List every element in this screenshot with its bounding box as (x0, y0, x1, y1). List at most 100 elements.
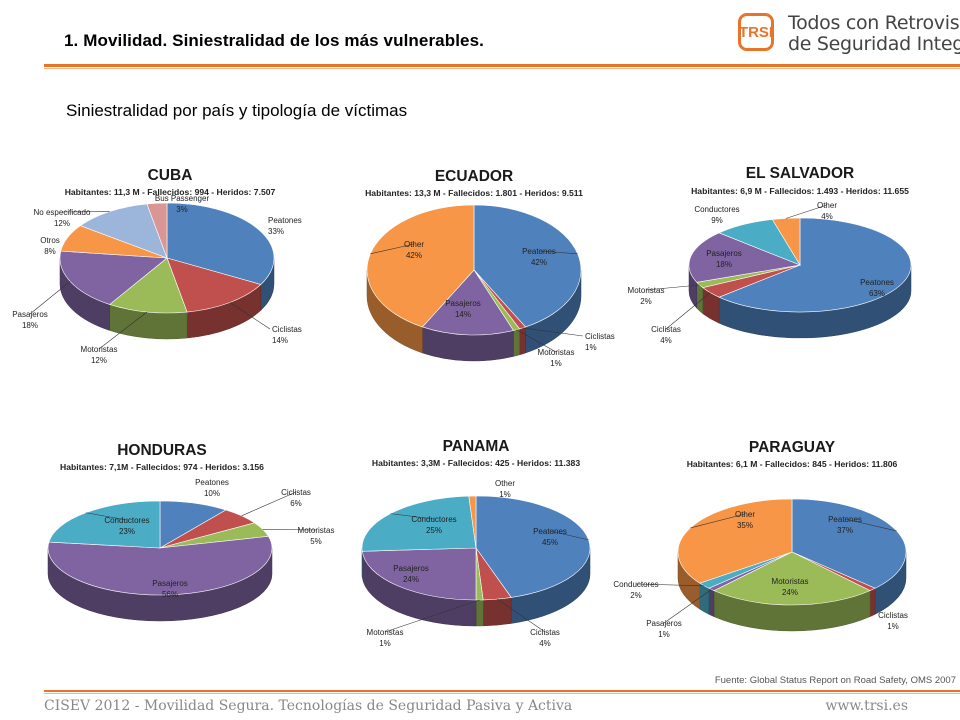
source-note: Fuente: Global Status Report on Road Saf… (714, 675, 956, 686)
leader-line-ecuador-motoristas (516, 329, 557, 353)
leader-line-honduras-motoristas (262, 529, 317, 531)
leader-line-panama-ciclistas (497, 598, 546, 633)
slice-label-cuba-bus-passenger: Bus Passenger (155, 194, 210, 203)
slice-value-honduras-ciclistas: 6% (290, 499, 302, 508)
slice-value-panama-motoristas: 1% (379, 639, 391, 648)
slice-label-cuba-peatones: Peatones (268, 216, 302, 225)
leader-line-el-salvador-ciclistas (665, 292, 711, 330)
slice-value-el-salvador-other: 4% (821, 212, 833, 221)
pie-slice-panama-pasajeros (361, 547, 477, 601)
slice-value-paraguay-other: 35% (737, 521, 753, 530)
slice-label-cuba-ciclistas: Ciclistas (272, 325, 302, 334)
slice-value-cuba-bus-passenger: 3% (176, 205, 188, 214)
pie-chart-paraguay: PARAGUAY Habitantes: 6,1 M - Fallecidos: … (613, 439, 908, 639)
slice-label-paraguay-conductores: Conductores (613, 580, 658, 589)
slice-value-paraguay-conductores: 2% (630, 591, 642, 600)
pie-slice-paraguay-motoristas (713, 551, 871, 606)
slice-label-paraguay-other: Other (735, 510, 755, 519)
footer-divider (44, 690, 960, 692)
slice-value-ecuador-peatones: 42% (531, 258, 547, 267)
leader-line-panama-conductores (390, 513, 435, 520)
trsi-logo: TRSI Todos con Retrovisor de Seguridad I… (738, 12, 960, 56)
chart-title-panama: PANAMA (443, 438, 510, 455)
slice-value-paraguay-ciclistas: 1% (887, 622, 899, 631)
slice-value-cuba-ciclistas: 14% (272, 336, 288, 345)
leader-line-panama-motoristas (384, 599, 480, 633)
slice-label-panama-peatones: Peatones (533, 527, 567, 536)
slice-label-el-salvador-conductores: Conductores (694, 205, 739, 214)
slice-label-ecuador-motoristas: Motoristas (538, 348, 575, 357)
slice-label-honduras-peatones: Peatones (195, 478, 229, 487)
pie-side-paraguay-pasajeros (708, 587, 715, 618)
slice-value-el-salvador-conductores: 9% (711, 216, 723, 225)
pie-slice-el-salvador-peatones (718, 217, 912, 313)
chart-title-cuba: CUBA (148, 167, 193, 184)
slice-label-ecuador-peatones: Peatones (522, 247, 556, 256)
slice-value-el-salvador-ciclistas: 4% (660, 336, 672, 345)
chart-subtitle-el-salvador: Habitantes: 6,9 M - Fallecidos: 1.493 - … (691, 186, 909, 196)
slice-value-panama-other: 1% (499, 490, 511, 499)
title-divider (44, 64, 960, 67)
chart-title-ecuador: ECUADOR (435, 168, 513, 185)
slice-value-honduras-peatones: 10% (204, 489, 220, 498)
leader-line-el-salvador-other (785, 204, 828, 219)
pie-chart-honduras: HONDURAS Habitantes: 7,1M - Fallecidos: 9… (47, 442, 335, 622)
chart-subtitle-cuba: Habitantes: 11,3 M - Fallecidos: 994 - H… (65, 187, 276, 197)
slice-value-el-salvador-peatones: 63% (869, 289, 885, 298)
slice-label-honduras-conductores: Conductores (104, 516, 149, 525)
pie-slice-cuba-motoristas (109, 257, 188, 314)
slice-label-cuba-pasajeros: Pasajeros (12, 310, 48, 319)
slice-label-panama-pasajeros: Pasajeros (393, 564, 429, 573)
slice-label-ecuador-ciclistas: Ciclistas (585, 332, 615, 341)
pie-slice-ecuador-pasajeros (421, 269, 514, 336)
slice-value-cuba-no-especificado: 12% (54, 219, 70, 228)
chart-subtitle-honduras: Habitantes: 7,1M - Fallecidos: 974 - Her… (60, 462, 264, 472)
pie-side-paraguay-ciclistas (869, 587, 876, 618)
footer-divider-shadow (44, 693, 960, 694)
slice-value-panama-ciclistas: 4% (539, 639, 551, 648)
pie-slice-panama-other (468, 495, 477, 549)
slice-label-el-salvador-pasajeros: Pasajeros (706, 249, 742, 258)
leader-line-cuba-motoristas (98, 311, 148, 350)
pie-slice-honduras-pasajeros (47, 535, 273, 596)
slice-value-el-salvador-motoristas: 2% (640, 297, 652, 306)
slice-label-honduras-motoristas: Motoristas (298, 526, 335, 535)
slice-value-honduras-conductores: 23% (119, 527, 135, 536)
chart-subtitle-paraguay: Habitantes: 6,1 M - Fallecidos: 845 - He… (687, 459, 898, 469)
logo-mark-text: TRSI (738, 23, 774, 41)
leader-line-panama-peatones (549, 530, 589, 541)
slice-label-honduras-ciclistas: Ciclistas (281, 488, 311, 497)
leader-line-paraguay-other (690, 513, 746, 529)
leader-line-ecuador-peatones (538, 250, 578, 255)
pie-chart-el-salvador: EL SALVADOR Habitantes: 6,9 M - Fallecido… (628, 165, 912, 345)
slice-value-ecuador-ciclistas: 1% (585, 343, 597, 352)
logo-text-line2: de Seguridad Integrado (788, 33, 960, 55)
pie-side-panama-ciclistas (482, 597, 512, 627)
leader-line-cuba-ciclistas (229, 302, 271, 330)
slice-value-honduras-pasajeros: 56% (162, 590, 178, 599)
slice-value-panama-pasajeros: 24% (403, 575, 419, 584)
pie-side-ecuador-ciclistas (519, 326, 526, 356)
pie-slice-el-salvador-other (771, 217, 801, 267)
leader-line-paraguay-pasajeros (663, 589, 712, 624)
logo-text-line1: Todos con Retrovisor (788, 12, 960, 34)
slice-label-el-salvador-other: Other (817, 201, 837, 210)
slice-value-cuba-motoristas: 12% (91, 356, 107, 365)
pie-slice-cuba-ciclistas (166, 257, 262, 313)
pie-slice-cuba-bus-passenger (146, 202, 168, 259)
pie-chart-ecuador: ECUADOR Habitantes: 13,3 M - Fallecidos: … (365, 168, 615, 368)
slice-value-panama-conductores: 25% (426, 526, 442, 535)
slice-label-el-salvador-motoristas: Motoristas (628, 286, 665, 295)
slice-label-paraguay-peatones: Peatones (828, 515, 862, 524)
slice-label-cuba-no-especificado: No especificado (34, 208, 91, 217)
slice-value-cuba-pasajeros: 18% (22, 321, 38, 330)
slide-subtitle: Siniestralidad por país y tipología de v… (66, 101, 408, 120)
slice-label-el-salvador-peatones: Peatones (860, 278, 894, 287)
trsi-logo-mark: TRSI (738, 13, 774, 51)
slice-label-paraguay-motoristas: Motoristas (772, 577, 809, 586)
slice-label-panama-other: Other (495, 479, 515, 488)
leader-line-ecuador-other (370, 243, 415, 255)
leader-line-honduras-conductores (85, 512, 128, 521)
slice-value-paraguay-pasajeros: 1% (658, 630, 670, 639)
